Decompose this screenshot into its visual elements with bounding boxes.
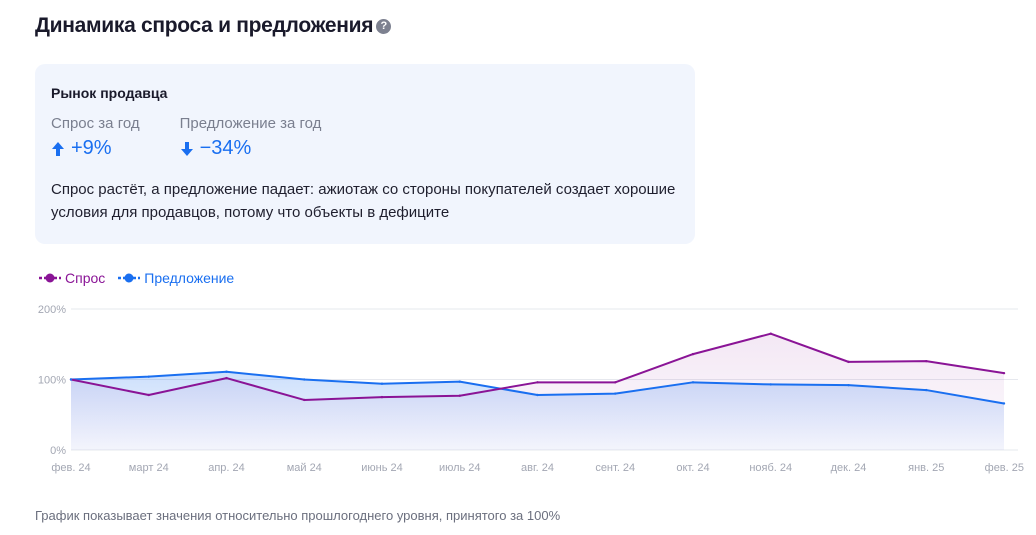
x-tick-label: апр. 24	[208, 462, 245, 474]
supply-point	[458, 380, 461, 383]
title-text: Динамика спроса и предложения	[35, 14, 374, 37]
demand-metric: Спрос за год +9%	[51, 115, 140, 160]
x-tick-label: дек. 24	[831, 462, 867, 474]
help-icon[interactable]: ?	[376, 18, 392, 34]
demand-point	[614, 381, 617, 384]
supply-point	[691, 381, 695, 384]
page-title: Динамика спроса и предложения ?	[35, 14, 392, 38]
demand-metric-value: +9%	[71, 137, 112, 159]
metrics: Спрос за год +9% Предложение за год −34%	[51, 115, 679, 160]
demand-point	[380, 395, 384, 399]
demand-point	[303, 398, 306, 402]
y-tick-label: 200%	[38, 304, 66, 316]
arrow-down-icon	[180, 141, 193, 156]
demand-point	[769, 332, 772, 335]
supply-point	[847, 383, 850, 387]
supply-point	[303, 378, 306, 381]
chart-footnote: График показывает значения относительно …	[35, 508, 561, 523]
x-tick-label: июль 24	[439, 462, 481, 474]
supply-point	[614, 392, 617, 395]
demand-point	[225, 376, 228, 380]
supply-point	[1002, 402, 1006, 405]
supply-point	[769, 383, 772, 386]
demand-swatch-icon	[39, 273, 61, 283]
legend-item-supply[interactable]: Предложение	[117, 270, 234, 286]
x-tick-label: сент. 24	[595, 462, 635, 474]
demand-point	[847, 360, 850, 364]
x-tick-label: нояб. 24	[749, 462, 792, 474]
market-summary-card: Рынок продавца Спрос за год +9% Предложе…	[35, 64, 695, 244]
demand-point	[691, 352, 695, 356]
legend-item-demand[interactable]: Спрос	[38, 270, 105, 286]
chart-legend: Спрос Предложение	[38, 270, 246, 286]
x-tick-label: авг. 24	[521, 462, 554, 474]
supply-metric-value: −34%	[199, 137, 252, 159]
x-tick-label: янв. 25	[908, 462, 944, 474]
supply-point	[69, 378, 73, 381]
supply-area	[71, 371, 1004, 450]
legend-label-supply: Предложение	[144, 270, 235, 286]
supply-metric: Предложение за год −34%	[180, 115, 322, 160]
supply-metric-value-row: −34%	[180, 137, 322, 160]
card-title: Рынок продавца	[51, 85, 168, 101]
x-tick-label: фев. 25	[985, 462, 1024, 474]
demand-point	[536, 381, 539, 384]
line-chart: 0% 100% 200% фев. 24 март 24 апр. 24 май 24 июн…	[38, 304, 1024, 474]
x-tick-label: май 24	[287, 462, 322, 474]
supply-metric-label: Предложение за год	[179, 115, 322, 132]
demand-point	[925, 359, 928, 363]
legend-label-demand: Спрос	[65, 270, 106, 286]
supply-point	[536, 393, 539, 397]
demand-point	[458, 394, 461, 397]
supply-point	[225, 370, 228, 373]
supply-point	[380, 382, 384, 385]
demand-metric-label: Спрос за год	[51, 115, 140, 132]
x-tick-label: фев. 24	[51, 462, 90, 474]
x-tick-label: июнь 24	[361, 462, 403, 474]
x-tick-label: окт. 24	[676, 462, 709, 474]
supply-point	[925, 388, 928, 392]
demand-metric-value-row: +9%	[51, 137, 140, 160]
x-tick-label: март 24	[129, 462, 169, 474]
demand-point	[147, 393, 150, 397]
card-description: Спрос растёт, а предложение падает: ажио…	[51, 181, 676, 221]
supply-point	[147, 375, 150, 378]
y-tick-label: 0%	[50, 445, 66, 457]
demand-point	[1002, 371, 1006, 375]
supply-swatch-icon	[118, 273, 141, 283]
y-tick-label: 100%	[38, 375, 66, 387]
arrow-up-icon	[52, 141, 64, 156]
